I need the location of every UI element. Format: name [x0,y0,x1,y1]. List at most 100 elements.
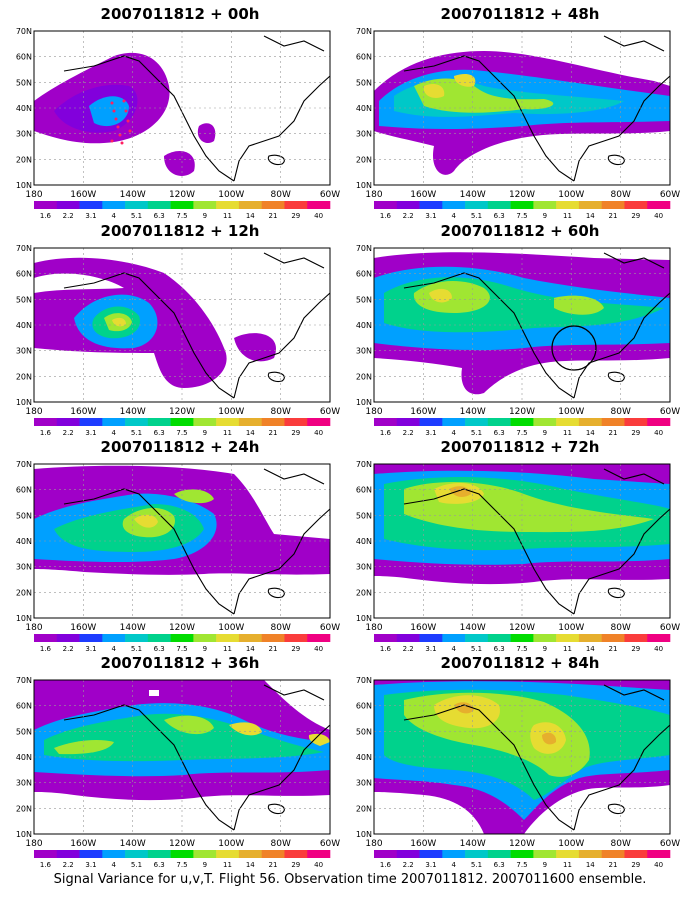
svg-text:60W: 60W [320,623,340,633]
colorbar-swatch [284,418,308,426]
svg-text:9: 9 [543,861,547,869]
colorbar-swatch [125,634,149,642]
colorbar-swatch [147,634,171,642]
svg-text:30N: 30N [356,779,372,788]
svg-text:1.6: 1.6 [40,212,52,220]
colorbar: 1.6 2.2 3.1 4 5.1 6.3 7.5 9 11 14 21 29 … [34,201,331,220]
svg-text:21: 21 [609,429,618,437]
colorbar: 1.6 2.2 3.1 4 5.1 6.3 7.5 9 11 14 21 29 … [34,850,331,869]
svg-text:50N: 50N [356,78,372,87]
svg-text:21: 21 [269,429,278,437]
svg-text:6.3: 6.3 [494,645,505,653]
colorbar-swatch [556,850,580,858]
svg-text:7.5: 7.5 [176,429,187,437]
svg-text:29: 29 [631,429,640,437]
colorbar-swatch [170,634,194,642]
svg-text:140W: 140W [460,623,486,633]
svg-text:20N: 20N [356,372,372,381]
svg-text:50N: 50N [356,727,372,736]
svg-text:3.1: 3.1 [425,212,436,220]
lat-labels: 70N 60N 50N 40N 30N 20N 10N [16,676,32,839]
svg-text:50N: 50N [16,295,32,304]
svg-text:40N: 40N [356,537,372,546]
variance-field [34,257,276,388]
svg-text:1.6: 1.6 [40,861,52,869]
panel-title: 2007011812 + 24h [100,438,260,456]
svg-text:7.5: 7.5 [176,861,187,869]
colorbar-swatch [79,418,103,426]
colorbar-swatch [170,418,194,426]
svg-text:180: 180 [25,839,42,849]
colorbar-swatch [601,418,625,426]
colorbar-swatch [374,201,398,209]
svg-text:50N: 50N [356,511,372,520]
svg-text:60W: 60W [660,407,680,417]
svg-text:30N: 30N [16,347,32,356]
svg-text:120W: 120W [169,623,195,633]
svg-text:60N: 60N [356,486,372,495]
panel-24h: 2007011812 + 24h [10,438,350,653]
colorbar-swatch [307,201,331,209]
svg-text:100W: 100W [218,839,244,849]
lat-labels: 70N 60N 50N 40N 30N 20N 10N [356,244,372,407]
svg-text:40: 40 [654,861,663,869]
svg-text:14: 14 [586,645,595,653]
svg-text:5.1: 5.1 [471,212,482,220]
lon-labels: 180 160W 140W 120W 100W 80W 60W [365,407,680,417]
svg-text:40: 40 [654,645,663,653]
colorbar-swatch [193,418,217,426]
svg-text:6.3: 6.3 [154,212,165,220]
panel-60h: 2007011812 + 60h [350,222,690,437]
svg-text:6.3: 6.3 [154,861,165,869]
svg-text:70N: 70N [356,27,372,36]
colorbar-swatch [578,850,602,858]
svg-text:80W: 80W [611,623,631,633]
lon-labels: 180 160W 140W 120W 100W 80W 60W [365,623,680,633]
map-72h: 70N 60N 50N 40N 30N 20N 10N 180 160W 140… [356,460,680,653]
svg-text:1.6: 1.6 [380,212,392,220]
lon-labels: 180 160W 140W 120W 100W 80W 60W [25,839,340,849]
variance-field [34,52,216,176]
colorbar-swatch [647,634,671,642]
lat-labels: 70N 60N 50N 40N 30N 20N 10N [16,244,32,407]
colorbar-swatch [465,850,489,858]
colorbar-swatch [79,850,103,858]
colorbar: 1.6 2.2 3.1 4 5.1 6.3 7.5 9 11 14 21 29 … [374,634,671,653]
colorbar-swatch [374,418,398,426]
svg-text:140W: 140W [120,407,146,417]
colorbar-swatch [56,850,80,858]
colorbar-swatch [419,850,443,858]
colorbar-swatch [374,850,398,858]
svg-text:60W: 60W [320,190,340,200]
svg-text:40: 40 [314,861,323,869]
svg-text:21: 21 [609,212,618,220]
svg-text:14: 14 [246,429,255,437]
svg-text:60W: 60W [660,190,680,200]
colorbar-swatch [307,634,331,642]
colorbar-swatch [193,850,217,858]
colorbar-swatch [647,201,671,209]
svg-text:4: 4 [111,861,116,869]
svg-text:14: 14 [586,429,595,437]
colorbar-swatch [170,201,194,209]
lon-labels: 180 160W 140W 120W 100W 80W 60W [365,190,680,200]
svg-text:29: 29 [631,645,640,653]
svg-text:3.1: 3.1 [85,212,96,220]
svg-text:2.2: 2.2 [63,645,74,653]
colorbar-swatch [125,850,149,858]
svg-text:11: 11 [223,645,232,653]
lon-labels: 180 160W 140W 120W 100W 80W 60W [25,407,340,417]
panel-title: 2007011812 + 48h [440,5,600,23]
coastline [403,252,671,399]
colorbar-swatch [56,634,80,642]
svg-text:80W: 80W [611,839,631,849]
panel-72h: 2007011812 + 72h [350,438,690,653]
colorbar-swatch [556,634,580,642]
svg-text:40: 40 [654,429,663,437]
panel-title: 2007011812 + 72h [440,438,600,456]
colorbar-swatch [396,634,420,642]
colorbar-swatch [601,850,625,858]
colorbar-swatch [284,201,308,209]
svg-text:40N: 40N [356,104,372,113]
svg-text:6.3: 6.3 [494,861,505,869]
